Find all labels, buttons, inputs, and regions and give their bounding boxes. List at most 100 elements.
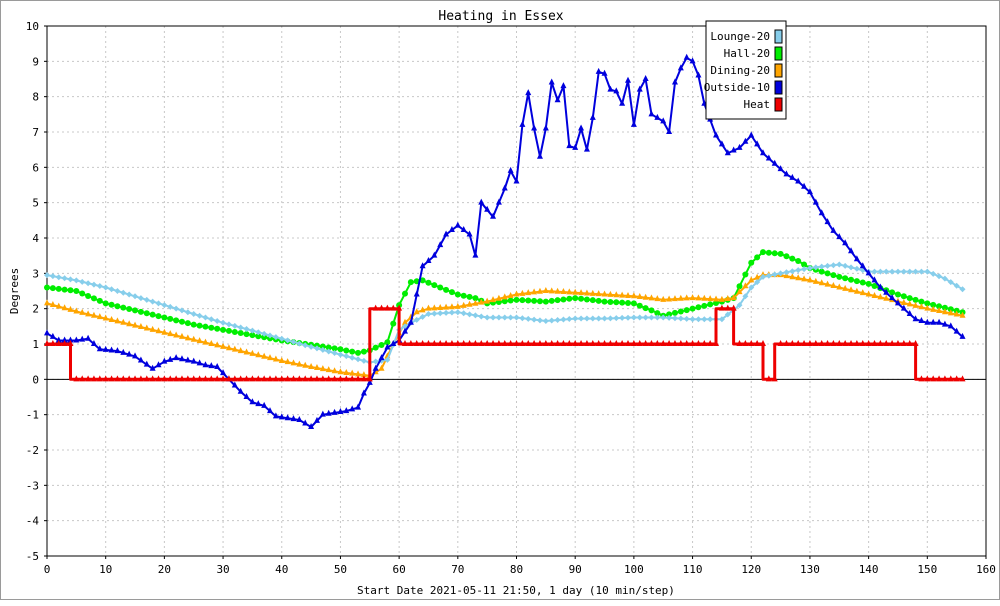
data-point-outside-10 — [325, 409, 332, 416]
data-point-dining-20 — [695, 294, 702, 301]
data-point-dining-20 — [173, 331, 180, 338]
data-point-lounge-20 — [525, 315, 532, 322]
data-point-lounge-20 — [460, 310, 467, 317]
data-point-heat — [777, 340, 784, 346]
data-point-lounge-20 — [425, 310, 432, 317]
data-point-lounge-20 — [924, 268, 931, 275]
x-tick-label: 50 — [334, 563, 347, 576]
data-point-lounge-20 — [349, 354, 356, 361]
data-point-dining-20 — [308, 362, 315, 369]
data-point-outside-10 — [290, 415, 297, 422]
data-point-dining-20 — [355, 370, 362, 377]
data-point-heat — [296, 375, 303, 382]
data-point-heat — [689, 340, 696, 346]
x-tick-label: 80 — [510, 563, 523, 576]
data-point-lounge-20 — [325, 348, 332, 355]
data-point-lounge-20 — [137, 295, 144, 302]
data-point-outside-10 — [818, 209, 825, 216]
data-point-lounge-20 — [642, 314, 649, 321]
data-point-outside-10 — [625, 76, 632, 83]
data-point-lounge-20 — [513, 314, 520, 321]
data-point-heat — [231, 375, 238, 382]
data-point-dining-20 — [619, 291, 626, 298]
data-point-outside-10 — [783, 170, 790, 177]
data-point-dining-20 — [61, 304, 68, 311]
data-point-heat — [666, 340, 673, 346]
data-point-dining-20 — [255, 351, 262, 358]
data-point-dining-20 — [936, 307, 943, 314]
data-point-dining-20 — [225, 344, 232, 351]
data-point-lounge-20 — [889, 268, 896, 275]
data-point-dining-20 — [184, 334, 191, 341]
data-point-heat — [337, 375, 344, 382]
data-point-lounge-20 — [490, 314, 497, 321]
data-point-hall-20 — [771, 250, 778, 257]
data-point-lounge-20 — [883, 268, 890, 275]
data-point-outside-10 — [132, 352, 139, 359]
data-point-outside-10 — [877, 283, 884, 290]
data-point-lounge-20 — [759, 273, 766, 280]
data-point-lounge-20 — [754, 279, 761, 286]
data-point-outside-10 — [355, 403, 362, 410]
data-point-hall-20 — [683, 307, 690, 314]
data-point-lounge-20 — [566, 316, 573, 323]
data-point-outside-10 — [55, 336, 62, 343]
data-point-outside-10 — [155, 361, 162, 368]
data-point-outside-10 — [401, 327, 408, 334]
y-tick-label: 1 — [32, 338, 39, 351]
data-point-heat — [701, 340, 708, 346]
data-point-hall-20 — [243, 331, 250, 338]
data-point-lounge-20 — [625, 314, 632, 321]
data-point-dining-20 — [812, 277, 819, 284]
data-point-lounge-20 — [196, 312, 203, 319]
data-point-dining-20 — [578, 289, 585, 296]
data-point-outside-10 — [372, 364, 379, 371]
data-point-heat — [542, 340, 549, 346]
data-point-dining-20 — [648, 294, 655, 301]
data-point-hall-20 — [231, 328, 238, 335]
data-point-lounge-20 — [161, 302, 168, 309]
data-point-outside-10 — [683, 53, 690, 60]
data-point-outside-10 — [490, 212, 497, 219]
data-point-heat — [906, 340, 913, 346]
data-point-heat — [407, 340, 414, 346]
data-point-hall-20 — [554, 297, 561, 304]
data-point-hall-20 — [648, 307, 655, 314]
data-point-lounge-20 — [554, 317, 561, 324]
data-point-lounge-20 — [771, 271, 778, 278]
x-tick-label: 140 — [859, 563, 879, 576]
x-tick-label: 10 — [99, 563, 112, 576]
data-point-outside-10 — [349, 405, 356, 412]
data-point-dining-20 — [836, 283, 843, 290]
data-point-dining-20 — [560, 288, 567, 295]
data-point-outside-10 — [871, 276, 878, 283]
data-point-hall-20 — [220, 326, 227, 333]
data-point-dining-20 — [178, 332, 185, 339]
data-point-outside-10 — [308, 423, 315, 430]
data-point-outside-10 — [695, 71, 702, 78]
data-point-heat — [137, 375, 144, 382]
data-point-hall-20 — [859, 279, 866, 286]
data-point-hall-20 — [566, 295, 573, 302]
data-point-hall-20 — [836, 273, 843, 280]
data-point-dining-20 — [666, 295, 673, 302]
data-point-hall-20 — [654, 310, 661, 317]
data-point-outside-10 — [607, 85, 614, 92]
data-point-lounge-20 — [96, 283, 103, 290]
data-point-lounge-20 — [190, 310, 197, 317]
data-point-heat — [625, 340, 632, 346]
data-point-dining-20 — [343, 368, 350, 375]
data-point-heat — [536, 340, 543, 346]
data-point-heat — [178, 375, 185, 382]
data-point-heat — [836, 340, 843, 346]
data-point-lounge-20 — [55, 274, 62, 281]
legend-label-lounge-20: Lounge-20 — [710, 30, 770, 43]
data-point-heat — [695, 340, 702, 346]
data-point-heat — [519, 340, 526, 346]
data-point-lounge-20 — [284, 337, 291, 344]
data-point-outside-10 — [501, 184, 508, 191]
x-tick-label: 40 — [275, 563, 288, 576]
data-point-lounge-20 — [801, 266, 808, 273]
data-point-hall-20 — [255, 333, 262, 340]
